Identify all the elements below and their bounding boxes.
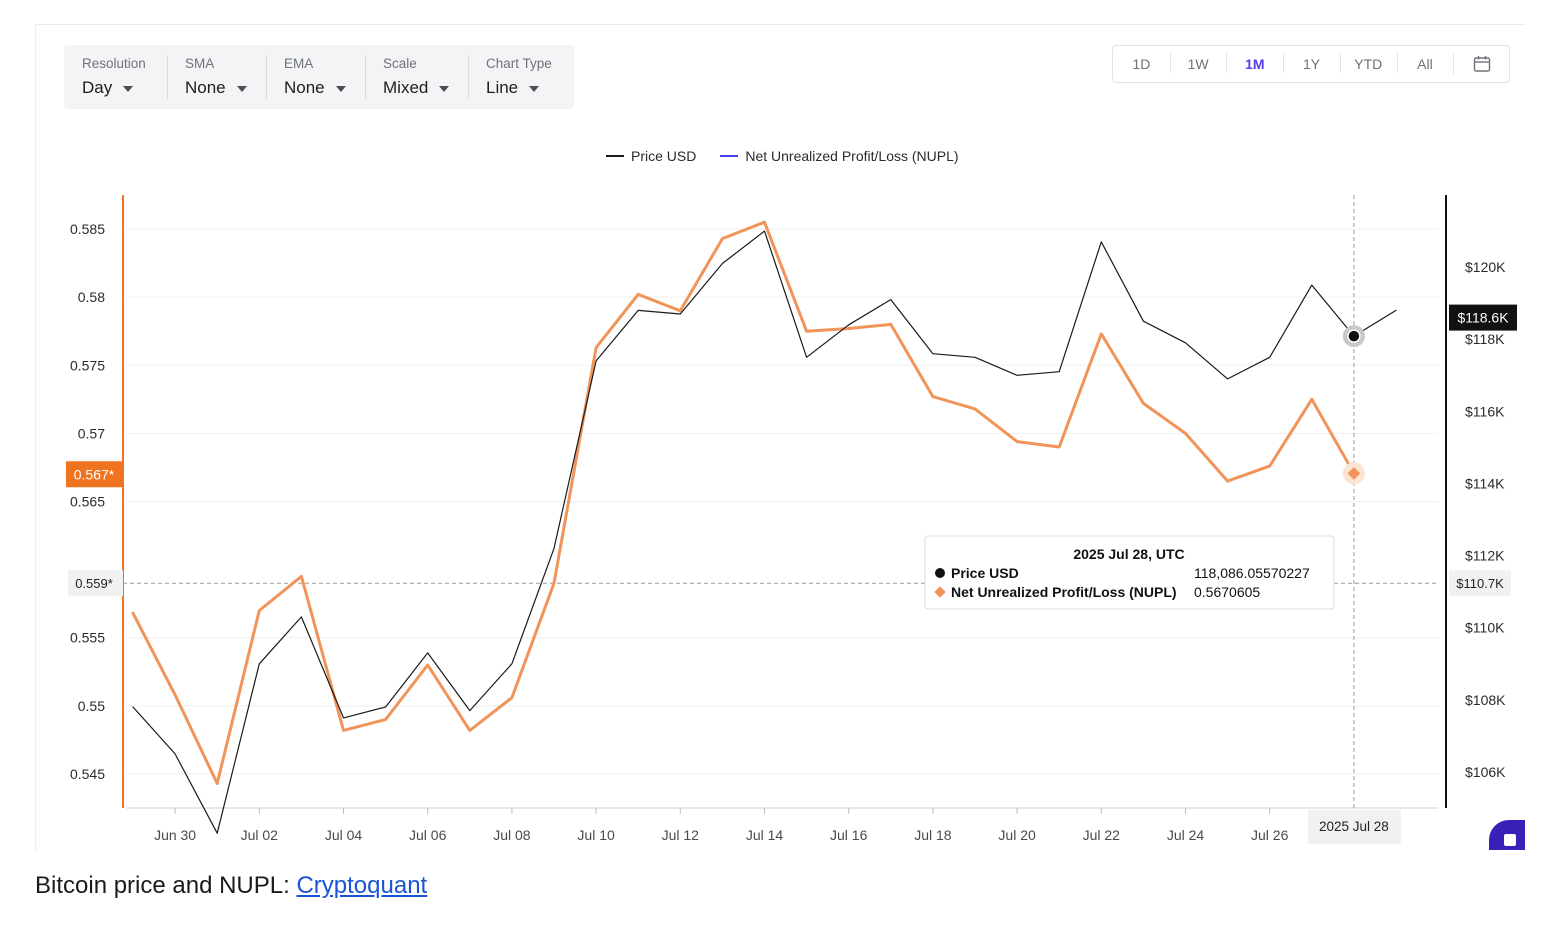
legend-item-nupl[interactable]: Net Unrealized Profit/Loss (NUPL)	[720, 148, 959, 164]
tooltip-nupl-value: 0.5670605	[1194, 584, 1260, 600]
x-tick-label: Jul 26	[1251, 827, 1289, 843]
right-tick-label: $118K	[1465, 331, 1505, 347]
right-value-marker	[1449, 304, 1517, 331]
chevron-down-icon	[123, 85, 134, 92]
chat-icon	[1504, 834, 1516, 846]
chart-type-label: Chart Type	[486, 56, 552, 71]
right-tick-label: $116K	[1465, 403, 1505, 419]
resolution-value: Day	[82, 78, 113, 97]
left-value-marker-label: 0.567*	[74, 466, 115, 482]
help-chat-button[interactable]	[1489, 820, 1525, 850]
crosshair-date-marker	[1307, 810, 1401, 844]
left-tick-label: 0.57	[78, 425, 105, 441]
chart-type-dropdown[interactable]: Chart Type Line	[468, 45, 574, 109]
calendar-icon	[1474, 56, 1491, 72]
x-tick-label: Jul 24	[1167, 827, 1205, 843]
crosshair-left-marker	[68, 570, 123, 597]
tooltip-title: 2025 Jul 28, UTC	[1073, 546, 1184, 562]
left-tick-label: 0.565	[70, 494, 105, 510]
x-tick-label: Jul 22	[1083, 827, 1121, 843]
range-1y-button[interactable]: 1Y	[1283, 53, 1340, 73]
range-all-button[interactable]: All	[1396, 53, 1454, 73]
left-tick-label: 0.545	[70, 766, 105, 782]
chart-type-value: Line	[486, 78, 519, 97]
ema-value: None	[284, 78, 325, 97]
legend-swatch-nupl	[720, 155, 739, 157]
resolution-label: Resolution	[82, 56, 146, 71]
sma-value: None	[185, 78, 226, 97]
chevron-down-icon	[236, 85, 247, 92]
left-tick-label: 0.555	[70, 630, 105, 646]
tooltip-price-marker	[935, 568, 945, 578]
resolution-dropdown[interactable]: Resolution Day	[64, 45, 167, 109]
calendar-button[interactable]	[1453, 54, 1509, 74]
cryptoquant-link[interactable]: Cryptoquant	[296, 872, 428, 899]
chart-frame	[35, 24, 1526, 851]
legend-swatch-price	[606, 155, 624, 157]
legend-label-nupl: Net Unrealized Profit/Loss (NUPL)	[745, 148, 959, 164]
crosshair-right-label: $110.7K	[1456, 576, 1504, 591]
left-tick-label: 0.55	[78, 698, 105, 714]
chevron-down-icon	[335, 85, 346, 92]
chart-toolbar: Resolution Day SMA None EMA None Scale M…	[64, 45, 574, 109]
price-hover-point	[1347, 329, 1361, 343]
right-tick-label: $110K	[1465, 620, 1505, 636]
chevron-down-icon	[439, 85, 450, 92]
tooltip-nupl-name: Net Unrealized Profit/Loss (NUPL)	[951, 584, 1177, 600]
x-tick-label: Jul 04	[325, 827, 363, 843]
left-value-marker	[66, 461, 123, 488]
scale-dropdown[interactable]: Scale Mixed	[365, 45, 468, 109]
x-tick-label: Jul 16	[830, 827, 868, 843]
x-tick-label: Jul 02	[241, 827, 279, 843]
tooltip-box	[924, 535, 1335, 610]
range-ytd-button[interactable]: YTD	[1339, 53, 1397, 73]
crosshair-right-marker	[1449, 570, 1511, 597]
nupl-line	[131, 220, 1356, 785]
x-tick-label: Jul 14	[746, 827, 784, 843]
x-tick-label: Jul 08	[493, 827, 531, 843]
figure-caption: Bitcoin price and NUPL: Cryptoquant	[35, 872, 427, 900]
range-1d-button[interactable]: 1D	[1132, 56, 1151, 72]
range-1m-button[interactable]: 1M	[1226, 53, 1283, 73]
tooltip-nupl-marker	[934, 586, 946, 598]
crosshair-left-label: 0.559*	[75, 576, 113, 591]
price-line	[132, 230, 1397, 834]
legend-item-price[interactable]: Price USD	[606, 148, 696, 164]
right-tick-label: $114K	[1465, 475, 1505, 491]
ema-label: EMA	[284, 56, 314, 71]
left-tick-label: 0.585	[70, 221, 105, 237]
right-tick-label: $108K	[1465, 692, 1506, 708]
ema-dropdown[interactable]: EMA None	[266, 45, 365, 109]
x-tick-label: Jun 30	[154, 827, 196, 843]
scale-value: Mixed	[383, 78, 429, 97]
x-tick-label: Jul 20	[998, 827, 1036, 843]
time-range-selector: 1D 1W 1M 1Y YTD All	[1112, 45, 1510, 83]
right-tick-label: $106K	[1465, 764, 1506, 780]
tooltip-price-name: Price USD	[951, 565, 1019, 581]
x-tick-label: Jul 06	[409, 827, 447, 843]
x-tick-label: Jul 18	[914, 827, 952, 843]
left-tick-label: 0.575	[70, 357, 105, 373]
legend-label-price: Price USD	[631, 148, 697, 164]
sma-dropdown[interactable]: SMA None	[167, 45, 266, 109]
caption-text: Bitcoin price and NUPL:	[35, 872, 297, 899]
sma-label: SMA	[185, 56, 215, 71]
right-tick-label: $112K	[1465, 548, 1505, 564]
chart-legend: Price USD Net Unrealized Profit/Loss (NU…	[606, 148, 959, 164]
x-tick-label: Jul 10	[577, 827, 615, 843]
right-value-marker-label: $118.6K	[1457, 310, 1509, 326]
scale-label: Scale	[383, 56, 417, 71]
right-tick-label: $120K	[1465, 259, 1506, 275]
left-tick-label: 0.58	[78, 289, 105, 305]
chevron-down-icon	[529, 85, 540, 92]
tooltip-price-value: 118,086.05570227	[1194, 565, 1310, 581]
crosshair-date-label: 2025 Jul 28	[1319, 819, 1389, 834]
range-1w-button[interactable]: 1W	[1169, 53, 1227, 73]
x-tick-label: Jul 12	[662, 827, 700, 843]
